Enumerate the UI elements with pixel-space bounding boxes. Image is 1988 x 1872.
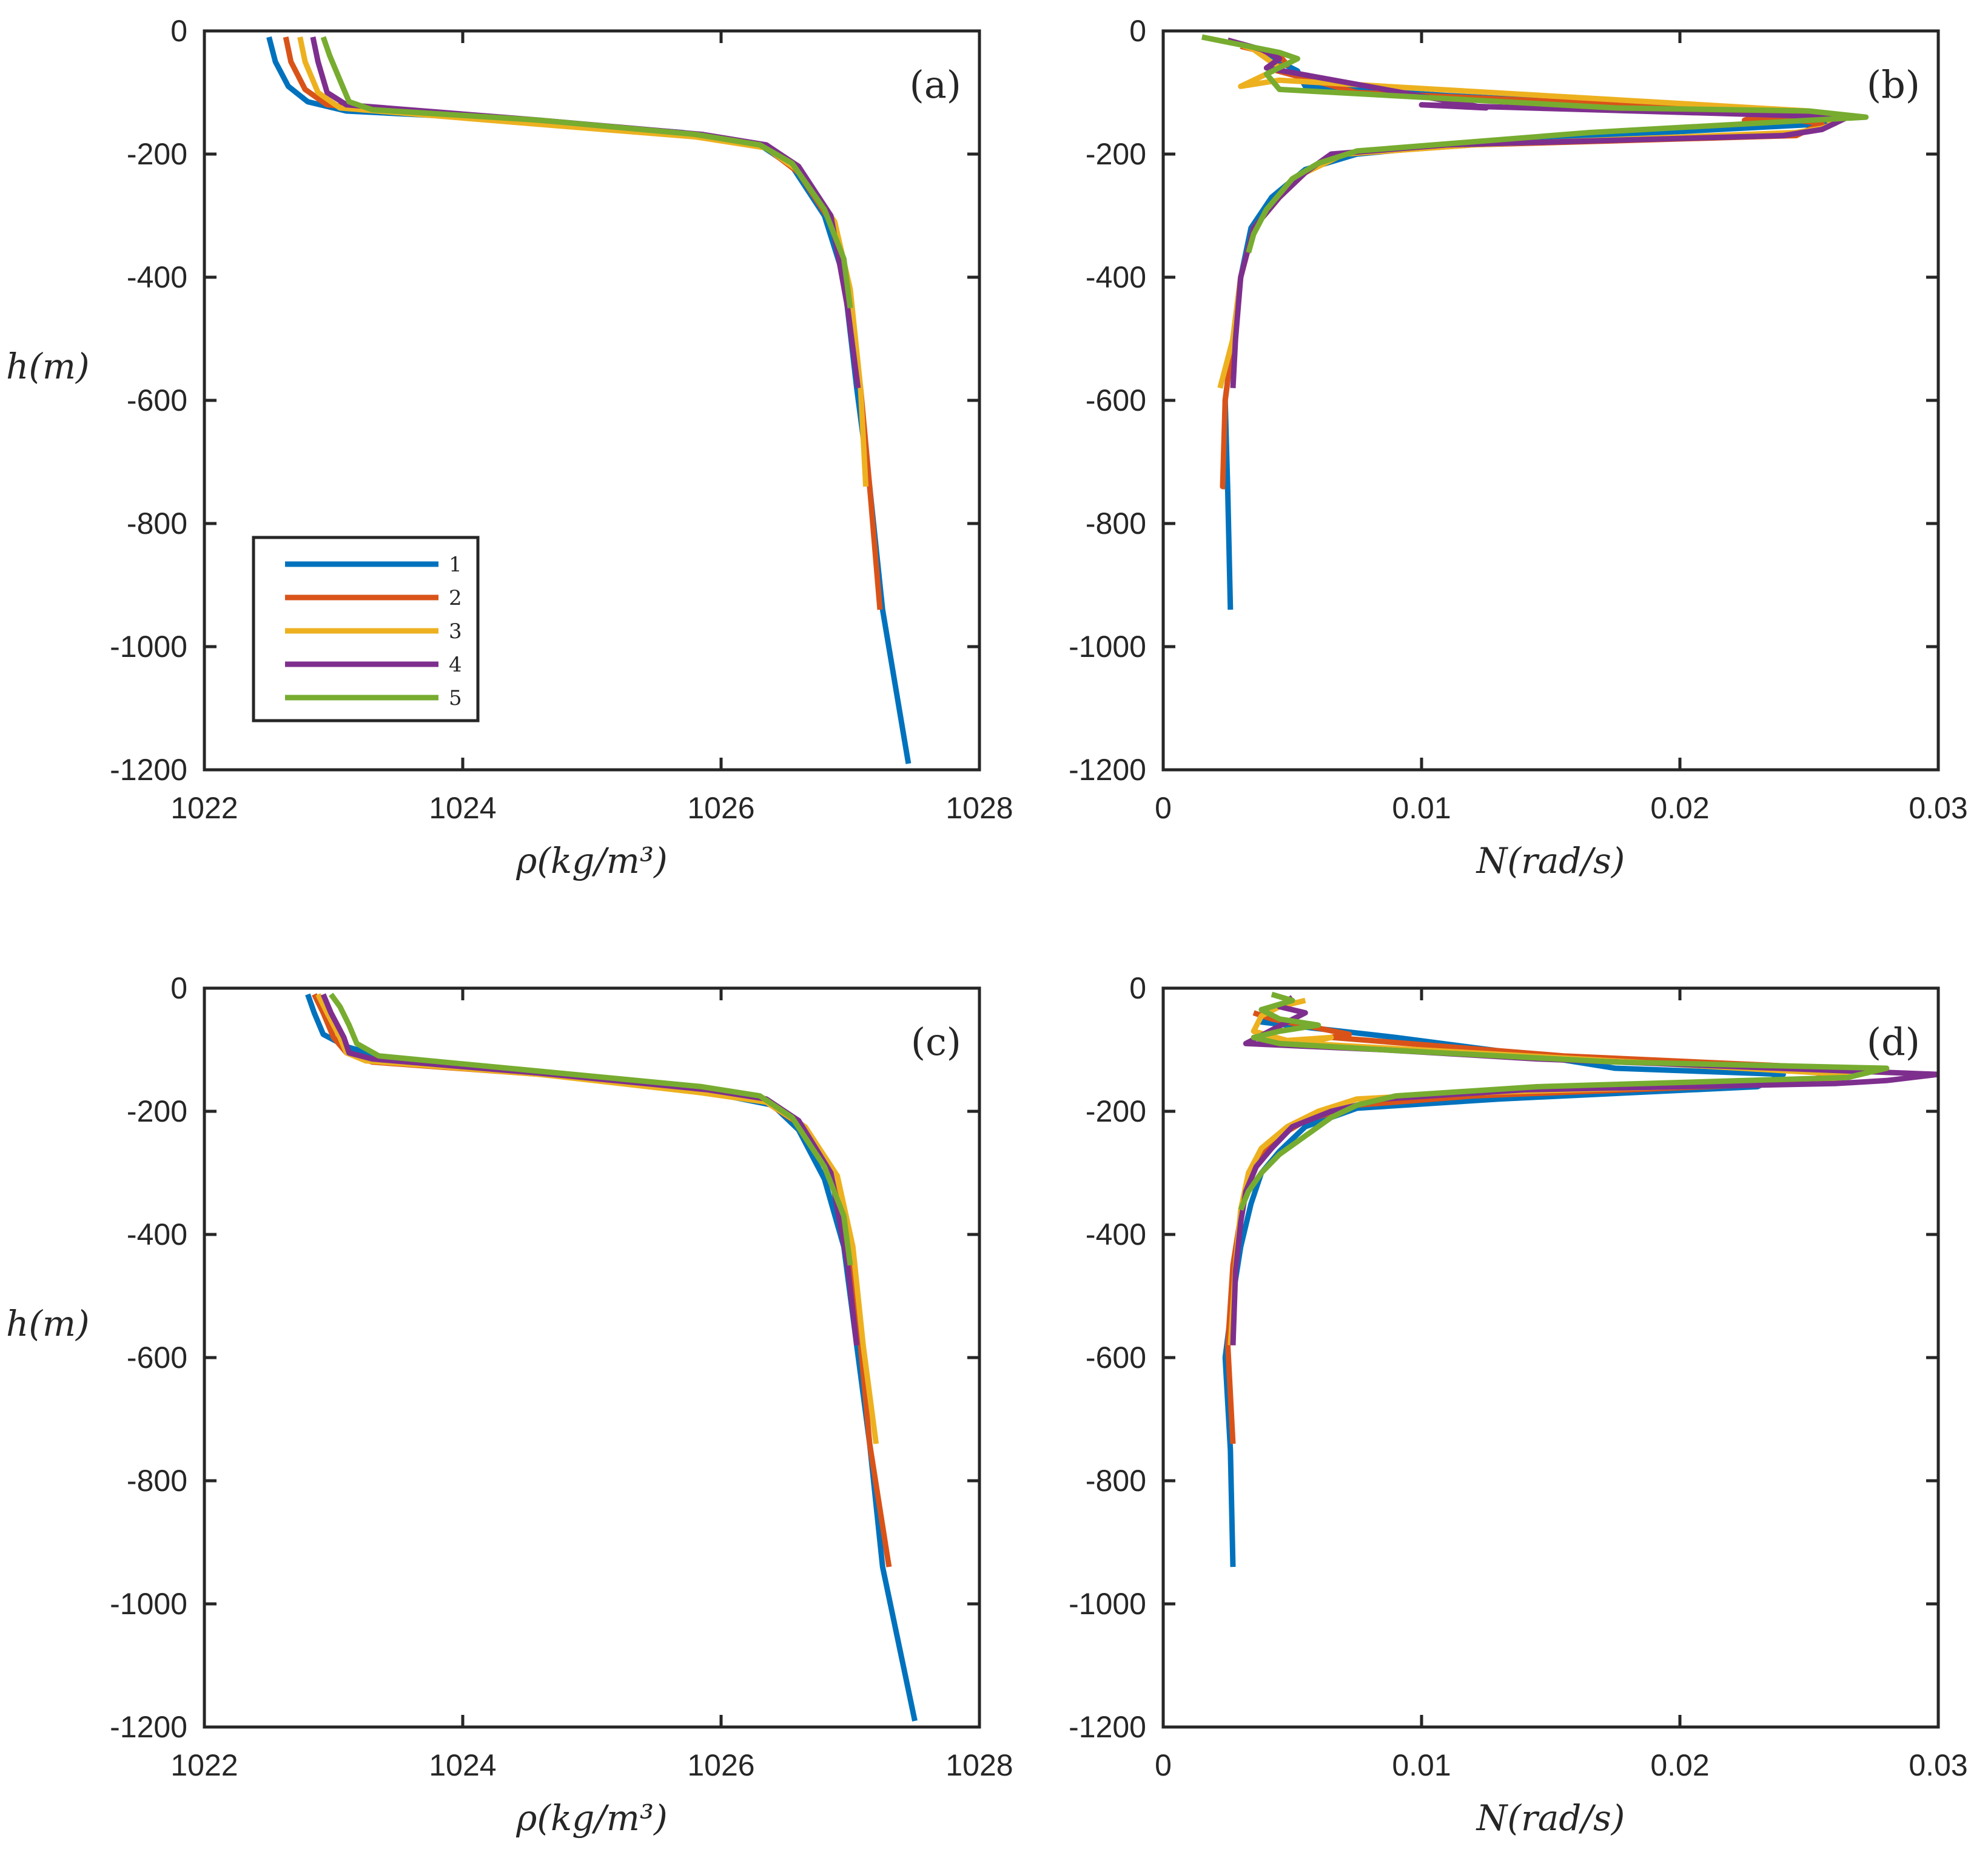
x-tick-label: 1024 [429,1748,496,1782]
legend: 1 2 3 4 5 [252,536,480,722]
x-tick-label: 1028 [945,1748,1013,1782]
series-line-4 [320,993,860,1346]
panel-c: 1022 1024 1026 1028 0 -200 -400 -600 -800 -1000 -1… [6,971,1013,1839]
y-tick-label: -1200 [110,1710,187,1744]
y-tick-label: -400 [127,260,187,294]
series-line-5 [1238,991,1890,1211]
panel-b: 0 0.01 0.02 0.03 0 -200 -400 -600 -800 -1000 -1200… [1069,14,1968,881]
y-tick-label: -200 [1086,1094,1146,1128]
x-axis-label: ρ(kg/m³) [515,1797,667,1839]
y-tick-label: -400 [127,1217,187,1251]
series-line-1 [305,993,918,1722]
x-axis-label: N(rad/s) [1476,1797,1625,1839]
series-line-5 [1201,34,1869,254]
y-axis-label: h(m) [6,346,90,387]
x-tick-label: 1026 [687,791,754,825]
x-tick-label: 0.03 [1909,1748,1967,1782]
y-tick-label: -1200 [1069,1710,1146,1744]
legend-label-3: 3 [449,619,462,644]
legend-label-1: 1 [449,553,462,577]
panel-d: 0 0.01 0.02 0.03 0 -200 -400 -600 -800 -1000 -1200… [1069,971,1968,1839]
y-tick-label: 0 [1129,971,1146,1005]
legend-label-2: 2 [449,586,462,610]
y-tick-label: 0 [170,14,187,48]
series-line-4 [1230,995,1938,1345]
y-tick-label: -400 [1086,1217,1146,1251]
panel-label: (a) [910,62,961,107]
series-line-3 [297,36,869,487]
x-tick-label: 0.02 [1650,791,1709,825]
x-tick-label: 0 [1155,1748,1172,1782]
x-axis-label: N(rad/s) [1476,840,1625,881]
y-tick-label: -400 [1086,260,1146,294]
series-group [1222,991,1938,1567]
y-tick-label: 0 [1129,14,1146,48]
x-tick-label: 0.01 [1392,1748,1451,1782]
y-tick-label: -800 [127,1464,187,1498]
y-tick-label: -1000 [110,630,187,664]
series-line-3 [315,993,879,1444]
legend-label-5: 5 [449,686,462,710]
y-tick-label: -800 [127,507,187,540]
y-tick-label: -200 [127,137,187,171]
y-tick-label: -1200 [1069,753,1146,787]
y-tick-label: -600 [127,383,187,417]
y-tick-label: -1000 [110,1587,187,1621]
y-tick-label: -1000 [1069,630,1146,664]
x-tick-label: 1028 [945,791,1013,825]
series-group [1201,34,1869,610]
series-line-2 [1225,1010,1838,1444]
series-line-4 [310,36,861,389]
y-tick-label: -600 [1086,1341,1146,1375]
x-axis-label: ρ(kg/m³) [515,840,667,881]
x-tick-label: 1022 [170,1748,238,1782]
panel-a: 1022 1024 1026 1028 0 -200 -400 -600 -800 -1000 -1… [6,14,1013,881]
y-axis-label: h(m) [6,1303,90,1344]
panel-label: (c) [911,1020,961,1064]
x-tick-label: 1024 [429,791,496,825]
x-tick-label: 0.03 [1909,791,1967,825]
series-line-5 [320,36,853,309]
y-tick-label: -1000 [1069,1587,1146,1621]
series-line-5 [329,992,853,1266]
y-tick-label: -200 [1086,137,1146,171]
y-tick-label: -800 [1086,507,1146,540]
legend-label-4: 4 [449,653,462,677]
series-group [305,992,918,1722]
y-tick-label: -800 [1086,1464,1146,1498]
x-tick-label: 1022 [170,791,238,825]
panel-label: (d) [1867,1020,1920,1064]
y-tick-label: 0 [170,971,187,1005]
x-tick-label: 0.02 [1650,1748,1709,1782]
y-tick-label: -1200 [110,753,187,787]
x-tick-label: 0.01 [1392,791,1451,825]
y-tick-label: -600 [127,1341,187,1375]
x-tick-label: 1026 [687,1748,754,1782]
y-tick-label: -200 [127,1094,187,1128]
series-group [266,36,912,764]
panel-label: (b) [1867,62,1920,107]
x-tick-label: 0 [1155,791,1172,825]
y-tick-label: -600 [1086,383,1146,417]
